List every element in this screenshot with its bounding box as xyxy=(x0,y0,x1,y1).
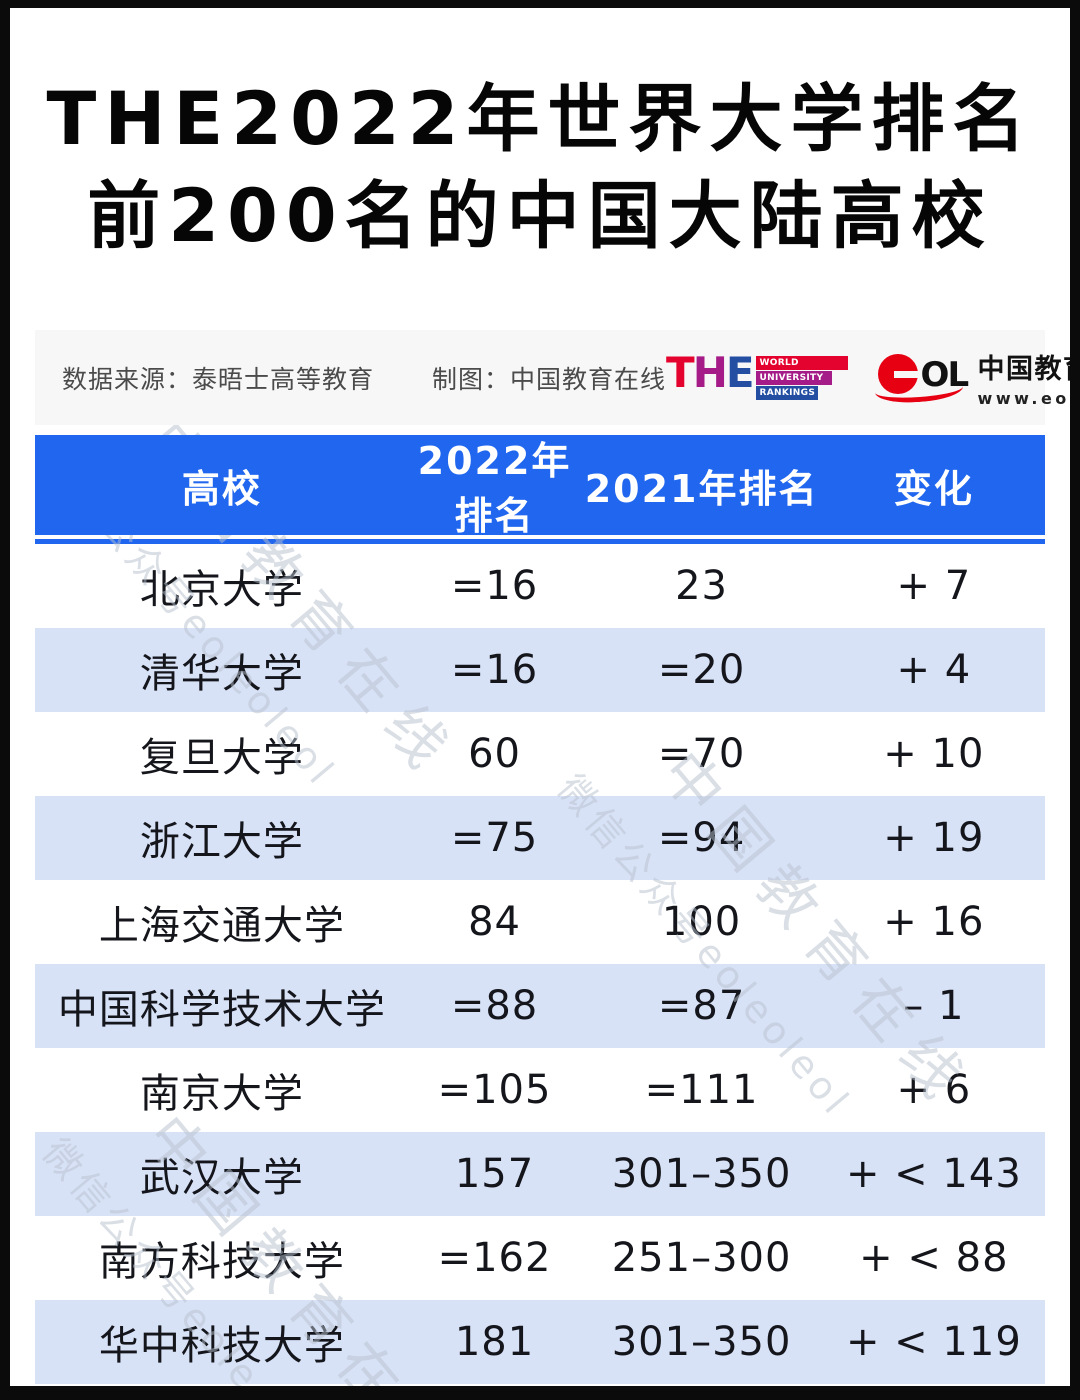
cell-change: – 1 xyxy=(903,983,965,1029)
header-change: 变化 xyxy=(893,466,974,511)
table-body: 北京大学 =16 23 + 7 清华大学 =16 =20 + 4 复旦大学 60… xyxy=(35,544,1045,1384)
cell-change: + 19 xyxy=(883,815,985,861)
cell-school: 武汉大学 xyxy=(139,1155,304,1201)
table-row: 清华大学 =16 =20 + 4 xyxy=(35,628,1045,712)
eol-logo: OL 中国教育在线 www.eol.cn xyxy=(873,347,1079,408)
table-row: 华中科技大学 181 301–350 + < 119 xyxy=(35,1300,1045,1384)
cell-school: 清华大学 xyxy=(139,651,304,697)
table-row: 中国科学技术大学 =88 =87 – 1 xyxy=(35,964,1045,1048)
data-source-label: 数据来源：泰晤士高等教育 xyxy=(62,364,375,394)
cell-rank-2021: 301–350 xyxy=(611,1319,792,1365)
cell-change: + 4 xyxy=(896,647,972,693)
cell-rank-2021: 100 xyxy=(661,899,742,945)
title-line-1: THE2022年世界大学排名 xyxy=(46,77,1034,163)
the-logo-letters: T H E xyxy=(666,348,755,397)
the-bar-rankings: RANKINGS xyxy=(755,386,818,400)
the-logo-bars: WORLD UNIVERSITY RANKINGS xyxy=(755,356,848,401)
the-letter-t: T xyxy=(666,348,695,397)
cell-school: 南京大学 xyxy=(139,1071,304,1117)
cell-rank-2022: =162 xyxy=(437,1235,552,1281)
cell-rank-2022: =75 xyxy=(450,815,539,861)
cell-rank-2022: 181 xyxy=(454,1319,535,1365)
eol-ol-letters: OL xyxy=(920,354,970,395)
cell-change: + 6 xyxy=(896,1067,972,1113)
table-row: 上海交通大学 84 100 + 16 xyxy=(35,880,1045,964)
header-school: 高校 xyxy=(181,466,262,511)
header-underline xyxy=(35,539,1045,544)
eol-site-url: www.eol.cn xyxy=(977,389,1079,408)
cell-rank-2021: =70 xyxy=(657,731,746,777)
cell-change: + 10 xyxy=(883,731,985,777)
cell-rank-2021: =111 xyxy=(644,1067,759,1113)
page-title: THE2022年世界大学排名 前200名的中国大陆高校 xyxy=(10,8,1070,330)
header-rank-2021: 2021年排名 xyxy=(584,466,819,511)
header-rank-2022: 2022年排名 xyxy=(417,439,572,538)
cell-school: 北京大学 xyxy=(139,567,304,613)
rankings-table: 高校 2022年排名 2021年排名 变化 北京大学 =16 23 + 7 清华… xyxy=(35,435,1045,1384)
cell-rank-2022: 157 xyxy=(454,1151,535,1197)
the-letter-e: E xyxy=(725,348,755,397)
table-header-row: 高校 2022年排名 2021年排名 变化 xyxy=(35,435,1045,538)
the-rankings-logo: T H E WORLD UNIVERSITY RANKINGS xyxy=(666,348,848,401)
cell-rank-2022: =16 xyxy=(450,563,539,609)
cell-rank-2021: 301–350 xyxy=(611,1151,792,1197)
cell-change: + 7 xyxy=(896,563,972,609)
header-gap xyxy=(35,535,1045,539)
source-bar: 数据来源：泰晤士高等教育 制图：中国教育在线 T H E WORLD UNIVE… xyxy=(35,330,1070,425)
title-line-2: 前200名的中国大陆高校 xyxy=(87,174,993,259)
cell-school: 浙江大学 xyxy=(139,819,304,865)
cell-school: 中国科学技术大学 xyxy=(57,987,386,1033)
cell-school: 上海交通大学 xyxy=(98,903,345,949)
table-row: 北京大学 =16 23 + 7 xyxy=(35,544,1045,628)
eol-logo-text: 中国教育在线 www.eol.cn xyxy=(977,347,1079,408)
cell-rank-2021: =94 xyxy=(657,815,746,861)
table-row: 武汉大学 157 301–350 + < 143 xyxy=(35,1132,1045,1216)
eol-site-name: 中国教育在线 xyxy=(977,354,1070,385)
cell-rank-2022: =88 xyxy=(450,983,539,1029)
cell-rank-2022: 84 xyxy=(468,899,521,945)
cell-school: 复旦大学 xyxy=(139,735,304,781)
cell-change: + 16 xyxy=(883,899,985,945)
credit-label: 制图：中国教育在线 xyxy=(432,364,667,394)
cell-rank-2022: =16 xyxy=(450,647,539,693)
cell-rank-2021: 251–300 xyxy=(611,1235,792,1281)
the-bar-university: UNIVERSITY xyxy=(755,371,832,385)
eol-logo-mark: OL xyxy=(873,351,969,405)
cell-school: 华中科技大学 xyxy=(98,1323,345,1369)
cell-rank-2021: =87 xyxy=(657,983,746,1029)
table-row: 南京大学 =105 =111 + 6 xyxy=(35,1048,1045,1132)
cell-change: + < 119 xyxy=(845,1319,1022,1365)
cell-change: + < 143 xyxy=(845,1151,1022,1197)
cell-change: + < 88 xyxy=(859,1235,1009,1281)
table-row: 南方科技大学 =162 251–300 + < 88 xyxy=(35,1216,1045,1300)
cell-rank-2022: =105 xyxy=(437,1067,552,1113)
table-row: 浙江大学 =75 =94 + 19 xyxy=(35,796,1045,880)
cell-rank-2021: 23 xyxy=(675,563,729,609)
cell-school: 南方科技大学 xyxy=(98,1239,345,1285)
the-bar-world: WORLD xyxy=(755,356,848,370)
table-row: 复旦大学 60 =70 + 10 xyxy=(35,712,1045,796)
eol-e-icon xyxy=(877,353,920,394)
cell-rank-2022: 60 xyxy=(468,731,521,777)
the-letter-h: H xyxy=(692,348,728,397)
cell-rank-2021: =20 xyxy=(657,647,746,693)
